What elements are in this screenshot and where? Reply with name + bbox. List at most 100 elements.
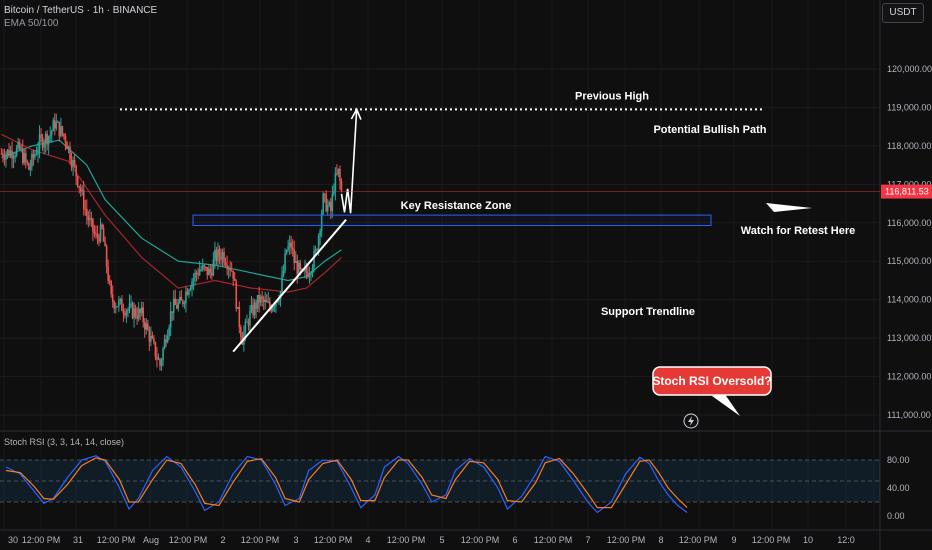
candle <box>310 273 312 275</box>
candle <box>331 193 334 212</box>
candle <box>121 298 123 311</box>
candle <box>160 360 163 366</box>
candle <box>41 136 44 148</box>
candle <box>200 269 202 271</box>
time-tick: 5 <box>439 535 444 545</box>
candle <box>35 153 38 155</box>
candle <box>73 159 76 166</box>
stoch-k-line <box>5 455 688 514</box>
candle <box>250 304 253 311</box>
candle <box>76 176 79 186</box>
candle <box>206 266 209 276</box>
candle <box>104 241 106 247</box>
candle <box>3 157 6 160</box>
price-axis: 120,000.00 119,000.00 118,000.00 117,000.00… <box>881 64 932 521</box>
candle <box>217 249 219 262</box>
stoch-rsi-label: Stoch RSI (3, 3, 14, 14, close) <box>4 437 125 447</box>
candle <box>70 159 73 167</box>
candle <box>93 231 96 234</box>
candle <box>40 134 42 137</box>
candle <box>118 300 120 307</box>
candle <box>38 134 41 150</box>
candle <box>296 260 299 274</box>
support-trendline <box>232 219 347 353</box>
candle <box>208 268 210 276</box>
candle <box>60 126 62 137</box>
candle <box>281 275 283 292</box>
time-tick: 12:00 PM <box>461 535 500 545</box>
candle <box>23 153 26 163</box>
callout-tail <box>712 393 740 416</box>
indicator-label: EMA 50/100 <box>4 18 59 29</box>
candle <box>81 190 84 192</box>
candle <box>247 321 250 326</box>
candle <box>233 278 236 281</box>
candle <box>226 265 228 270</box>
currency-button[interactable]: USDT <box>882 3 924 23</box>
candle <box>301 268 303 270</box>
candle <box>252 304 254 316</box>
candle <box>2 153 4 158</box>
candle <box>134 308 137 317</box>
candle <box>14 155 16 158</box>
candle <box>111 294 114 302</box>
candle <box>82 190 85 209</box>
candle <box>124 313 126 316</box>
candle <box>334 173 337 191</box>
candle <box>235 280 238 309</box>
chart-drawings: Previous High Key Resistance Zone Support … <box>0 90 880 429</box>
time-tick: 30 <box>8 535 18 545</box>
candles <box>0 113 343 371</box>
candle <box>50 131 53 136</box>
candle <box>221 252 224 260</box>
candle <box>198 269 201 276</box>
candle <box>284 253 286 271</box>
candle <box>171 311 173 313</box>
candle <box>131 303 134 318</box>
candle <box>58 121 61 137</box>
candle <box>143 321 146 330</box>
candle <box>84 208 87 210</box>
candle <box>253 302 256 316</box>
stoch-callout-box <box>652 366 772 396</box>
candle <box>108 280 111 282</box>
time-tick: 12:00 PM <box>314 535 353 545</box>
price-tick: 115,000.00 <box>887 256 931 266</box>
candle <box>297 262 300 274</box>
candle <box>43 143 45 148</box>
candle <box>11 150 13 159</box>
candle <box>66 142 68 150</box>
candle <box>99 224 102 242</box>
time-tick: 12:0 <box>837 535 855 545</box>
candle <box>258 294 260 303</box>
candle <box>113 301 116 309</box>
candle <box>293 249 295 263</box>
candle <box>232 270 234 279</box>
candle <box>188 290 190 295</box>
stoch-callout-label: Stoch RSI Oversold? <box>652 374 771 388</box>
candle <box>224 262 227 266</box>
candle <box>168 327 170 336</box>
candle <box>130 303 132 305</box>
candle <box>175 304 178 309</box>
previous-high-label: Previous High <box>575 90 649 102</box>
candle <box>223 252 225 263</box>
time-tick: 9 <box>731 535 736 545</box>
candle <box>44 133 47 144</box>
candle <box>291 248 294 250</box>
candle <box>285 249 288 254</box>
candle <box>172 298 175 313</box>
candle <box>203 265 206 267</box>
stoch-band <box>0 460 880 502</box>
price-tick: 111,000.00 <box>887 410 931 420</box>
candle <box>69 146 71 160</box>
candle <box>290 242 292 249</box>
candle <box>5 154 7 160</box>
candle <box>294 260 297 263</box>
candle <box>25 153 27 161</box>
candle <box>330 202 332 212</box>
price-tick: 114,000.00 <box>887 295 931 305</box>
candle <box>169 311 172 328</box>
